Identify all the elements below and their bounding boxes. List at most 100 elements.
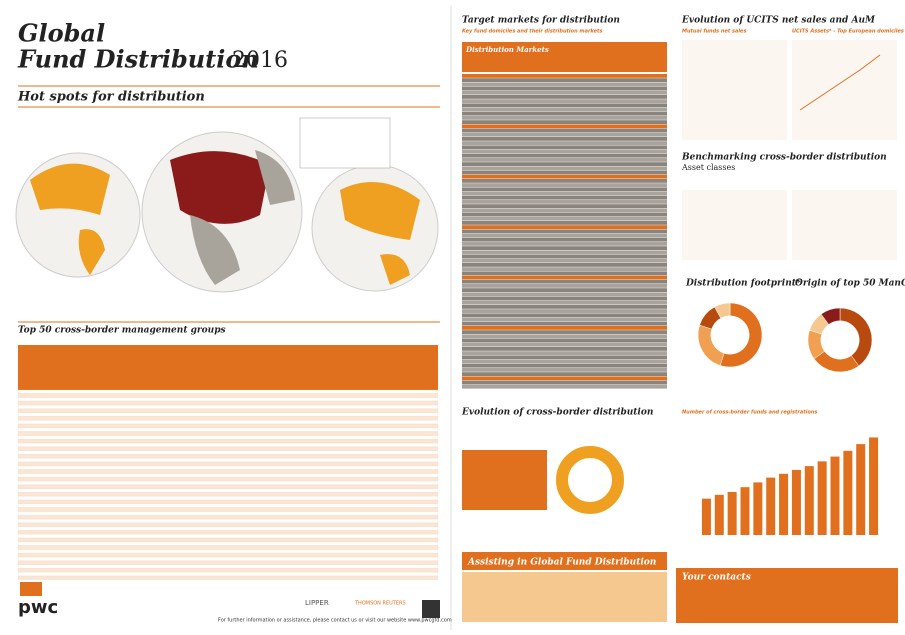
table-row [462, 78, 667, 82]
table-row [462, 296, 667, 301]
pie-slice [714, 302, 731, 319]
table-row [462, 221, 667, 225]
table-row [17, 389, 439, 394]
bar [727, 491, 737, 535]
table-row [462, 132, 667, 137]
table-row [462, 237, 667, 242]
table-row [462, 284, 667, 288]
table-row [462, 107, 667, 112]
table-row [462, 368, 667, 372]
table-row [462, 347, 667, 351]
title: Fund Distribution [17, 45, 259, 74]
section-title: Assisting in Global Fund Distribution [467, 558, 656, 568]
table-row [462, 200, 667, 204]
table-row [462, 338, 667, 343]
table-row [462, 82, 667, 87]
bar [830, 456, 840, 535]
bar [766, 477, 776, 535]
table-row [462, 183, 667, 187]
table-row [462, 305, 667, 309]
table-row [462, 225, 667, 229]
table-row [462, 380, 667, 385]
table-row [462, 158, 667, 162]
section-title: Top 50 cross-border management groups [18, 326, 226, 336]
table-row [462, 208, 667, 213]
table-row [17, 405, 439, 409]
table-row [17, 503, 439, 508]
table-row [17, 446, 439, 451]
table-row [462, 166, 667, 171]
table-row [462, 309, 667, 313]
table-row [462, 300, 667, 305]
table-row [462, 246, 667, 250]
table-row [17, 557, 439, 561]
table-row [17, 530, 439, 535]
table [462, 74, 667, 389]
bar [817, 461, 827, 535]
lipper: LIPPER [305, 599, 329, 607]
donut [556, 446, 624, 514]
table-row [17, 507, 439, 512]
table-row [17, 408, 439, 413]
table-row [17, 496, 439, 500]
table-row [462, 162, 667, 166]
legend-box [299, 117, 391, 169]
table-row [462, 120, 667, 124]
table-row [462, 187, 667, 192]
table-row [17, 519, 439, 523]
table-row [462, 145, 667, 150]
pie-slice [820, 307, 841, 325]
deco-line [799, 54, 881, 111]
bar [753, 482, 763, 535]
bar [701, 498, 711, 535]
subtitle: Number of cross-border funds and registr… [682, 410, 817, 416]
table-row [462, 279, 667, 284]
table-row [462, 216, 667, 221]
table-row [17, 416, 439, 421]
land [78, 229, 105, 275]
table-row [462, 342, 667, 347]
table-row [17, 492, 439, 497]
bar [804, 466, 814, 535]
table-row [17, 439, 439, 443]
table-row [462, 128, 667, 133]
table-row [17, 526, 439, 531]
land [190, 215, 240, 285]
bar [791, 469, 801, 535]
section-title: Hot spots for distribution [17, 90, 205, 105]
table-row [17, 522, 439, 527]
table-row [462, 267, 667, 271]
table-row [17, 450, 439, 455]
table-row [17, 500, 439, 504]
title: Global [18, 19, 105, 48]
section-title: Distribution footprint* [685, 279, 801, 289]
bar [869, 437, 879, 535]
table-row [462, 334, 667, 339]
reuters: THOMSON REUTERS [354, 601, 406, 607]
table-row [462, 271, 667, 276]
table-row [462, 179, 667, 183]
bar [740, 487, 750, 535]
subtitle: Asset classes [681, 163, 735, 172]
table-row [462, 351, 667, 355]
banner [676, 568, 898, 623]
table-row [17, 484, 439, 489]
land [380, 254, 410, 285]
table-row [462, 242, 667, 246]
table-row [17, 541, 439, 546]
table-row [462, 191, 667, 196]
table-title: Distribution Markets [465, 45, 549, 54]
logo: pwc [18, 597, 58, 618]
table-row [17, 431, 439, 436]
table-row [17, 545, 439, 550]
info: For further information or assistance, p… [218, 618, 452, 624]
bar [779, 473, 789, 535]
kpi-box [462, 450, 547, 510]
section-title: Your contacts [682, 573, 751, 583]
table-row [462, 137, 667, 141]
bar [856, 444, 866, 535]
table-row [17, 538, 439, 542]
table-row [17, 458, 439, 462]
land [255, 150, 295, 205]
table-row [462, 359, 667, 364]
